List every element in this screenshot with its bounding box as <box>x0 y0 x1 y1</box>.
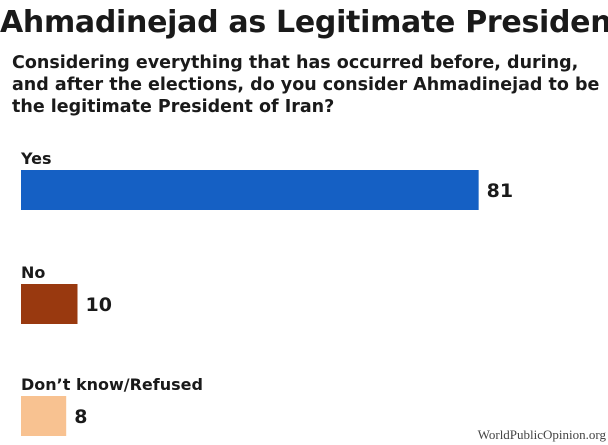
value-label-yes: 81 <box>487 180 513 202</box>
chart-subtitle: Considering everything that has occurred… <box>12 53 600 117</box>
bar-don-t-know-refused <box>21 396 67 436</box>
chart-title: Ahmadinejad as Legitimate President <box>0 5 608 40</box>
value-label-don-t-know-refused: 8 <box>74 406 87 428</box>
category-label-no: No <box>21 263 45 282</box>
source-credit: WorldPublicOpinion.org <box>477 427 606 442</box>
bar-no <box>21 284 78 324</box>
category-label-don-t-know-refused: Don’t know/Refused <box>21 375 203 394</box>
value-label-no: 10 <box>86 294 112 316</box>
category-label-yes: Yes <box>20 149 52 168</box>
bar-yes <box>21 170 479 210</box>
